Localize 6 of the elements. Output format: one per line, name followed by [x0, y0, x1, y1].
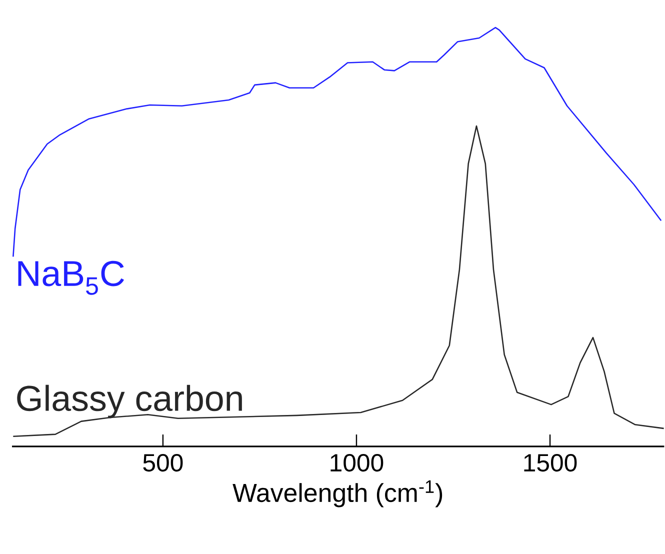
x-tick-label: 500: [143, 454, 183, 472]
series-label: NaB$_{5}$C: [18, 260, 124, 295]
x-tick-label: 1000: [330, 454, 384, 472]
series-label: Glassy carbon: [17, 384, 242, 418]
x-tick-label: 1500: [524, 454, 577, 472]
x-axis-title: Wavelength (cm$^{-1}$): [232, 480, 442, 508]
